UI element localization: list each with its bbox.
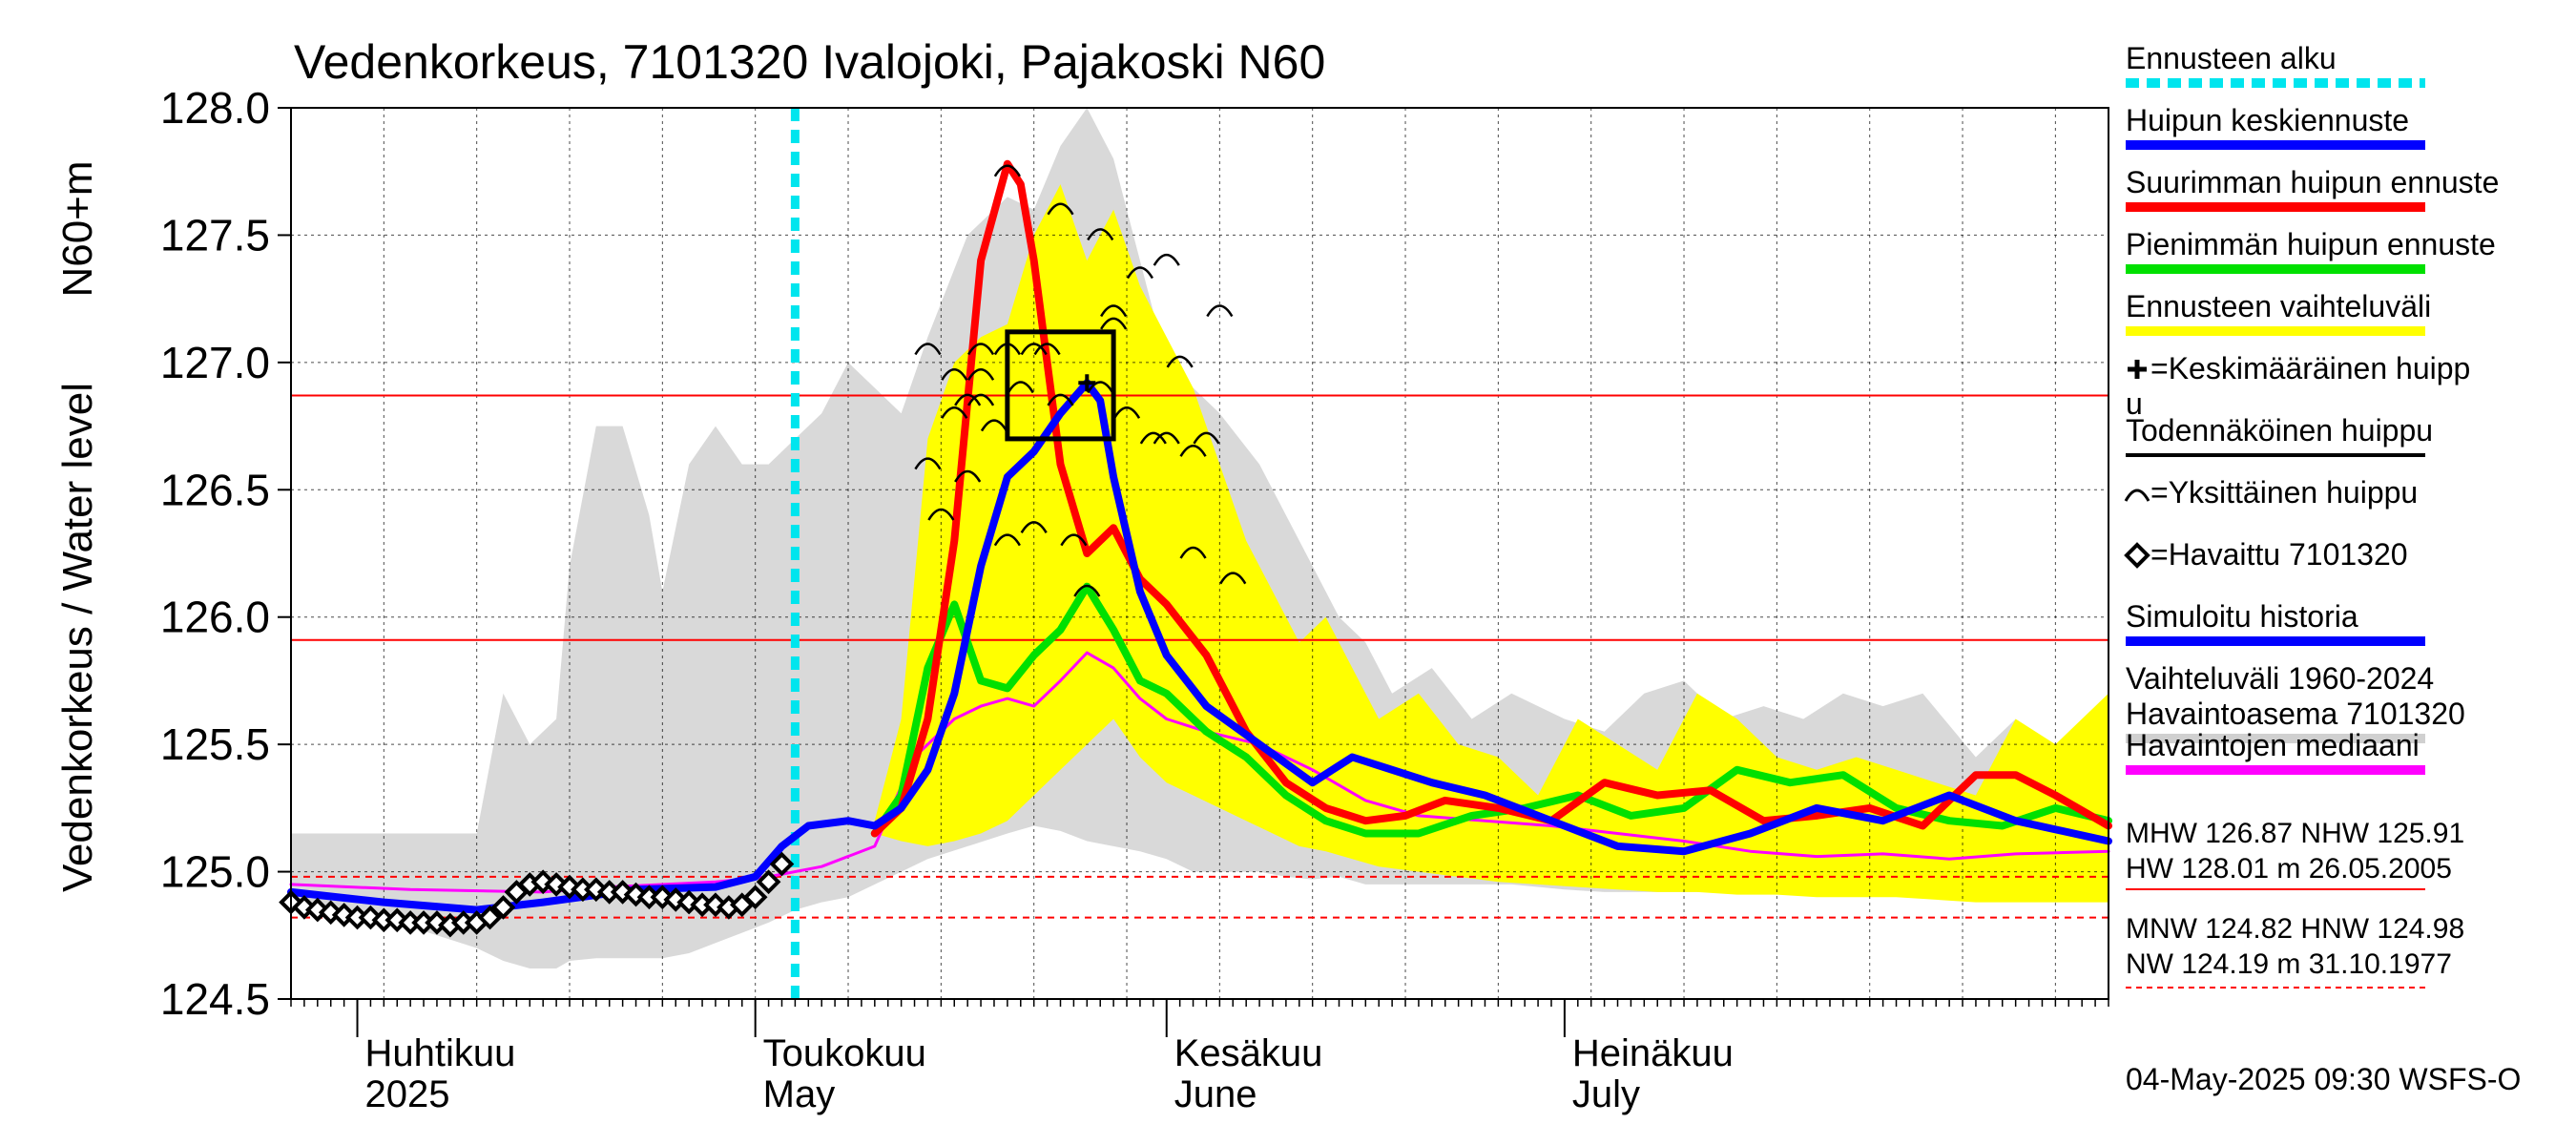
observed-marker [490, 895, 516, 920]
individual-peak-marker [1193, 431, 1220, 445]
individual-peak-marker [1100, 317, 1128, 330]
individual-peak-marker [1179, 546, 1207, 559]
stats-line-4: NW 124.19 m 31.10.1977 [2126, 948, 2452, 980]
individual-peak-marker [1179, 445, 1207, 457]
individual-peak-marker [941, 367, 968, 381]
y-tick-label: 125.0 [160, 847, 270, 897]
individual-peak-marker [1073, 584, 1101, 597]
x-month-label: Kesäkuu [1174, 1032, 1323, 1074]
individual-peak-marker [1007, 381, 1034, 394]
individual-peak-marker [1112, 406, 1141, 419]
legend-label: Ennusteen vaihteluväli [2126, 289, 2431, 323]
y-axis-unit: N60+m [54, 160, 101, 297]
series [287, 159, 2112, 914]
individual-peak-marker [966, 367, 995, 381]
probable-peak-box [1005, 329, 1116, 442]
individual-peak-marker [1126, 266, 1154, 280]
y-tick-label: 126.5 [160, 465, 270, 514]
legend-plus-symbol [2128, 360, 2147, 379]
individual-peak-marker [1060, 533, 1088, 547]
x-month-sublabel: 2025 [365, 1073, 450, 1115]
legend-label-line2: u [2126, 386, 2143, 421]
individual-peak-marker [1033, 343, 1061, 356]
observed-marker [477, 905, 503, 930]
individual-peak-marker [1153, 431, 1180, 445]
stats-line-1: MHW 126.87 NHW 125.91 [2126, 818, 2464, 849]
y-tick-label: 127.5 [160, 210, 270, 260]
individual-peak-marker [914, 457, 942, 470]
legend-diamond-symbol [2124, 542, 2150, 569]
y-tick-label: 125.5 [160, 719, 270, 769]
legend-label: Havaintojen mediaani [2126, 728, 2420, 762]
individual-peak-marker [1020, 343, 1048, 356]
y-tick-label: 128.0 [160, 83, 270, 133]
y-tick-label: 126.0 [160, 593, 270, 642]
legend-label: =Keskimääräinen huipp [2150, 351, 2470, 385]
y-tick-label: 127.0 [160, 338, 270, 387]
observed-marker [742, 885, 768, 910]
legend-label: Vaihteluväli 1960-2024 [2126, 661, 2434, 696]
legend-label: Pienimmän huipun ennuste [2126, 227, 2496, 261]
individual-peak-marker [914, 343, 942, 356]
x-month-sublabel: June [1174, 1073, 1257, 1115]
observed-marker [769, 851, 795, 877]
stats-line-2: HW 128.01 m 26.05.2005 [2126, 853, 2452, 885]
individual-peak-marker [954, 393, 982, 406]
individual-peak-marker [954, 469, 982, 483]
x-month-label: Toukokuu [763, 1032, 926, 1074]
legend-label: =Yksittäinen huippu [2150, 475, 2418, 510]
individual-peak-marker [1087, 381, 1114, 394]
x-month-sublabel: July [1572, 1073, 1640, 1115]
legend-label-line2: Havaintoasema 7101320 [2126, 697, 2465, 731]
individual-peak-marker [993, 164, 1021, 177]
x-month-sublabel: May [763, 1073, 836, 1115]
stats-line-3: MNW 124.82 HNW 124.98 [2126, 913, 2464, 945]
individual-peak-marker [966, 343, 995, 356]
individual-peak-marker [941, 406, 968, 419]
y-axis-label: Vedenkorkeus / Water level [54, 383, 101, 892]
markers [279, 164, 1247, 938]
legend-label: Todennäköinen huippu [2126, 413, 2433, 448]
y-tick-label: 124.5 [160, 974, 270, 1024]
series-line-min-forecast [870, 582, 2112, 838]
individual-peak-marker [1206, 304, 1234, 318]
individual-peak-marker [1047, 393, 1074, 406]
series-line-max-forecast [870, 159, 2112, 838]
individual-peak-marker [1047, 202, 1074, 216]
chart-title: Vedenkorkeus, 7101320 Ivalojoki, Pajakos… [294, 35, 1325, 89]
individual-peak-marker [1139, 431, 1167, 445]
x-month-label: Heinäkuu [1572, 1032, 1734, 1074]
x-month-label: Huhtikuu [365, 1032, 516, 1074]
individual-peak-marker [1087, 228, 1114, 241]
individual-peak-marker [993, 533, 1021, 547]
individual-peak-marker [1219, 572, 1247, 585]
individual-peak-marker [1020, 521, 1048, 533]
legend-label: Suurimman huipun ennuste [2126, 165, 2499, 199]
legend-label: Ennusteen alku [2126, 41, 2337, 75]
legend-arc-symbol [2124, 489, 2150, 502]
mean-peak-marker [1078, 374, 1096, 392]
observed-marker [756, 869, 781, 895]
legend-label: Huipun keskiennuste [2126, 103, 2409, 137]
footer-timestamp: 04-May-2025 09:30 WSFS-O [2126, 1062, 2521, 1096]
reference-lines [291, 108, 2109, 999]
individual-peak-marker [966, 393, 995, 406]
individual-peak-marker [980, 419, 1008, 432]
individual-peak-marker [1100, 304, 1128, 318]
series-line-simulated [287, 379, 2112, 914]
individual-peak-marker [1166, 355, 1194, 368]
axes: 124.5 125.0 125.5 126.0 126.5 127.0 127.5 128.0… [160, 83, 2109, 1115]
individual-peak-marker [927, 508, 955, 521]
individual-peak-marker [1153, 253, 1180, 266]
legend-label: Simuloitu historia [2126, 599, 2358, 634]
legend: Ennusteen alku Huipun keskiennuste Suurimm… [2124, 41, 2499, 775]
plot-frame [290, 107, 2109, 1000]
legend-label: =Havaittu 7101320 [2150, 537, 2408, 572]
series-line-median [289, 651, 2110, 894]
